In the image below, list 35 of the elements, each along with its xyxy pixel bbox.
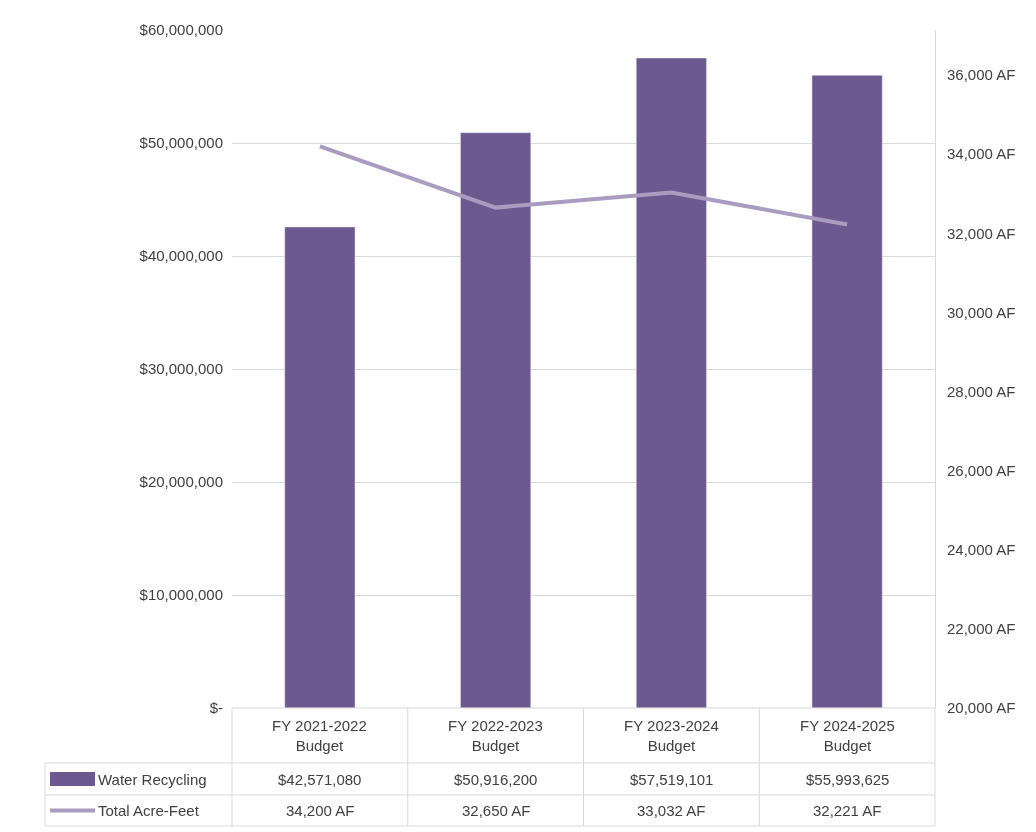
y2-tick-label: 32,000 AF [947,224,1016,242]
bar [284,226,356,708]
y2-tick-label: 26,000 AF [947,461,1016,479]
x-tick-label: FY 2023-2024 Budget [624,717,719,754]
data-label: $57,519,101 [630,771,714,788]
y-tick-label: $10,000,000 [139,586,223,604]
y2-tick-label: 20,000 AF [947,699,1016,717]
data-label: $55,993,625 [806,771,890,788]
y-tick-label: $40,000,000 [139,247,223,265]
y-tick-label: $- [209,699,223,717]
y-tick-label: $20,000,000 [139,473,223,491]
bar [460,132,532,708]
y2-tick-label: 28,000 AF [947,382,1016,400]
data-label: 34,200 AF [286,802,355,819]
y2-tick-label: 30,000 AF [947,303,1016,321]
data-label: $50,916,200 [454,771,538,788]
x-tick-label: FY 2022-2023 Budget [448,717,543,754]
data-label: 32,650 AF [462,802,531,819]
data-label: 32,221 AF [813,802,882,819]
x-tick-label: FY 2021-2022 Budget [272,717,367,754]
y-tick-label: $50,000,000 [139,134,223,152]
y-tick-label: $30,000,000 [139,360,223,378]
line-series [317,144,850,227]
bar [635,57,707,708]
data-label: $42,571,080 [278,771,362,788]
data-label: 33,032 AF [637,802,706,819]
bar [811,75,883,708]
x-tick-label: FY 2024-2025 Budget [800,717,895,754]
y2-tick-label: 24,000 AF [947,541,1016,559]
y-tick-label: $60,000,000 [139,21,223,39]
y2-tick-label: 36,000 AF [947,66,1016,84]
legend-label: Water Recycling [98,771,207,788]
y2-tick-label: 34,000 AF [947,145,1016,163]
legend-label: Total Acre-Feet [98,802,200,819]
y2-tick-label: 22,000 AF [947,620,1016,638]
